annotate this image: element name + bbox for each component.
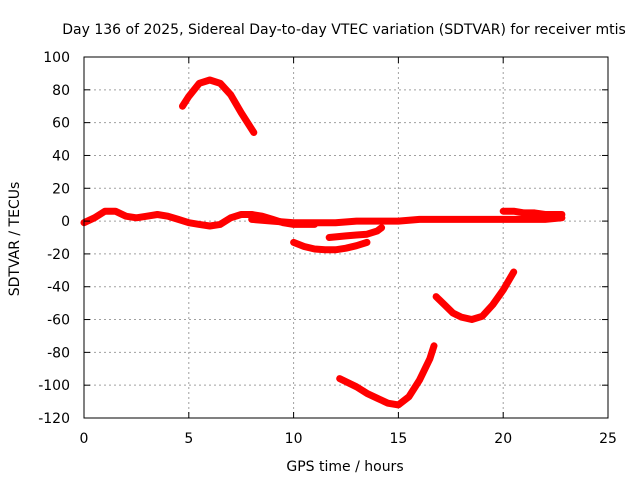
series-line-arc-baseline-2 xyxy=(248,214,566,227)
series-line-arc-trough xyxy=(432,268,518,323)
y-tick-label: -40 xyxy=(47,280,70,296)
series-layer xyxy=(80,76,566,409)
x-tick-label: 5 xyxy=(184,431,193,447)
series-line-arc-deep xyxy=(336,342,438,409)
y-tick-label: -20 xyxy=(47,247,70,263)
plot-frame xyxy=(83,56,609,419)
y-tick-label: 20 xyxy=(52,181,70,197)
x-tick-label: 10 xyxy=(285,431,303,447)
y-tick-label: 60 xyxy=(52,116,70,132)
y-tick-label: 40 xyxy=(52,148,70,164)
x-tick-label: 0 xyxy=(80,431,89,447)
series-line-arc-peak xyxy=(179,76,258,136)
y-tick-label: -100 xyxy=(38,378,70,394)
y-tick-label: 0 xyxy=(61,214,70,230)
x-axis-label: GPS time / hours xyxy=(286,459,403,475)
x-tick-label: 20 xyxy=(494,431,512,447)
series-line-arc-dip-mid xyxy=(325,224,386,241)
y-tick-label: -120 xyxy=(38,411,70,427)
y-tick-label: -60 xyxy=(47,313,70,329)
y-axis-label: SDTVAR / TECUs xyxy=(7,182,23,297)
y-tick-label: 80 xyxy=(52,83,70,99)
y-tick-label: -80 xyxy=(47,345,70,361)
chart-title: Day 136 of 2025, Sidereal Day-to-day VTE… xyxy=(62,22,626,38)
series-line-arc-baseline-3 xyxy=(499,207,566,218)
series-line-arc-dip-small xyxy=(290,238,371,254)
x-tick-label: 15 xyxy=(389,431,407,447)
x-tick-label: 25 xyxy=(599,431,617,447)
tick-layer: 0 5 10 15 20 25 -120 -100 -80 -60 -40 -20 0 20 40 60 80 1… xyxy=(38,50,617,447)
y-tick-label: 100 xyxy=(43,50,70,66)
